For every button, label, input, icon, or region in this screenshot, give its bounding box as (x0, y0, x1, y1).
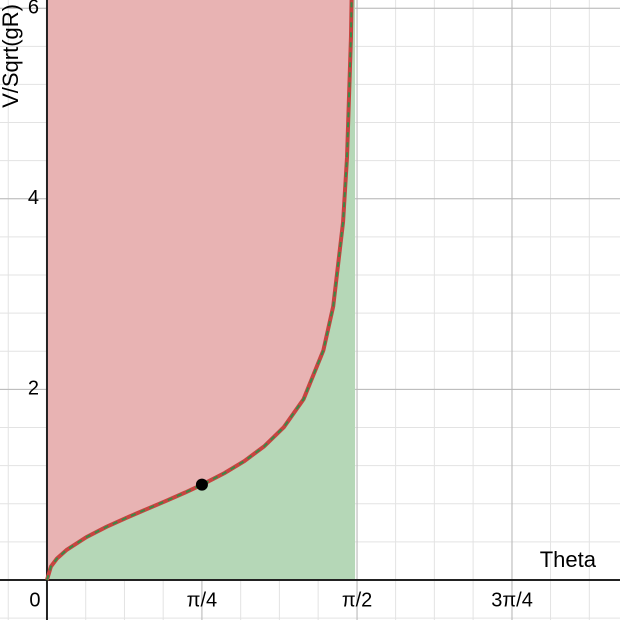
y-tick-label: 2 (28, 378, 39, 400)
y-axis-label: V/Sqrt(gR) (0, 4, 23, 108)
x-tick-label: 3π/4 (491, 589, 533, 611)
curve-dash (46, 0, 353, 581)
y-tick-label: 4 (28, 187, 39, 209)
x-tick-label: π/2 (342, 589, 372, 611)
x-tick-label: π/4 (187, 589, 217, 611)
labels: 0 π/4 π/2 3π/4 2 4 6 Theta V/Sqrt(gR) (0, 0, 597, 611)
x-axis-label: Theta (540, 547, 597, 572)
y-tick-label: 6 (28, 0, 39, 18)
x-tick-label: 0 (29, 589, 40, 611)
point (195, 478, 208, 491)
